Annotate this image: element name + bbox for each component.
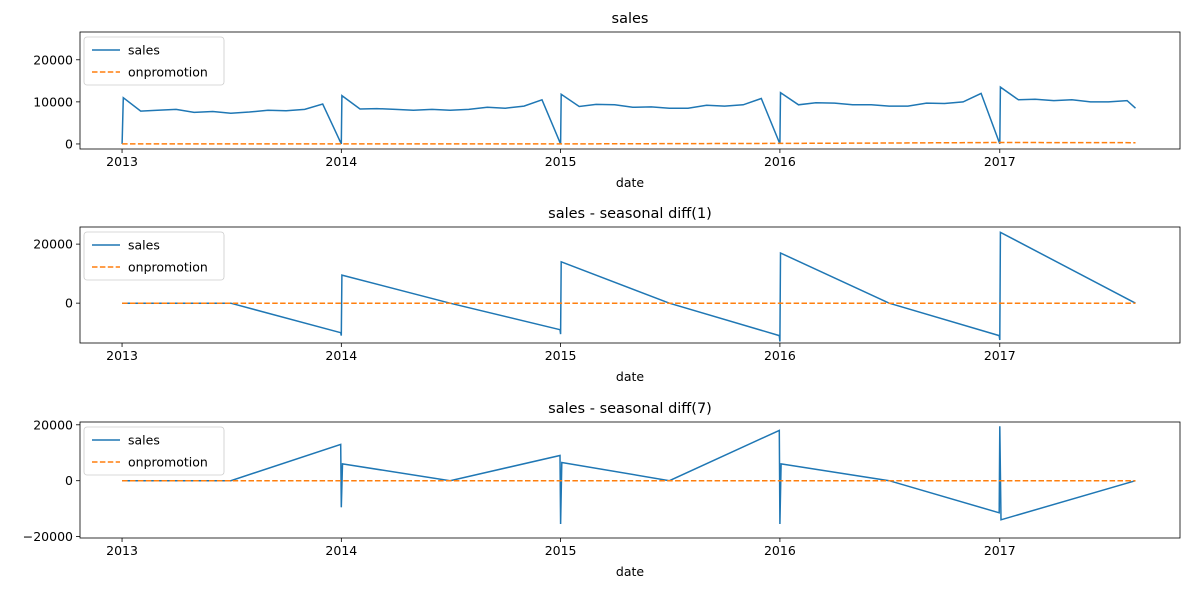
series-line-sales — [121, 85, 1137, 145]
y-tick-label: 0 — [65, 136, 73, 151]
chart-panel-2: sales - seasonal diff(1) 2013 2014 2015 2016… — [33, 206, 1181, 384]
x-tick-label: 2014 — [325, 154, 357, 169]
legend-box — [83, 426, 225, 476]
y-tick-label: 10000 — [33, 94, 73, 109]
x-tick-label: 2013 — [106, 348, 138, 363]
x-tick-label: 2016 — [764, 348, 796, 363]
legend-label: sales — [128, 238, 160, 253]
legend-box — [83, 36, 225, 86]
legend: sales onpromotion — [83, 36, 225, 86]
legend-label: onpromotion — [128, 65, 208, 80]
series-line-sales — [122, 231, 1136, 342]
legend-label: onpromotion — [128, 260, 208, 275]
chart-panel-1: sales 2013 2014 2015 2016 2017 0 10000 20000 date… — [33, 11, 1181, 190]
axes-frame — [79, 31, 1181, 150]
chart-panel-3: sales - seasonal diff(7) 2013 2014 2015 2016… — [23, 401, 1181, 579]
x-tick-label: 2015 — [545, 348, 577, 363]
x-tick-label: 2013 — [106, 154, 138, 169]
legend-label: sales — [128, 43, 160, 58]
chart-title: sales - seasonal diff(1) — [548, 206, 712, 222]
y-tick-label: 0 — [65, 296, 73, 311]
chart-title: sales - seasonal diff(7) — [548, 401, 712, 417]
legend: sales onpromotion — [83, 231, 225, 281]
x-axis-label: date — [616, 175, 644, 190]
legend-label: sales — [128, 433, 160, 448]
legend-label: onpromotion — [128, 455, 208, 470]
y-tick-label: 20000 — [33, 417, 73, 432]
x-tick-label: 2014 — [325, 348, 357, 363]
axes-frame — [79, 226, 1181, 344]
x-tick-label: 2017 — [984, 348, 1016, 363]
x-tick-label: 2016 — [764, 543, 796, 558]
x-tick-label: 2013 — [106, 543, 138, 558]
x-tick-label: 2015 — [545, 154, 577, 169]
x-tick-label: 2015 — [545, 543, 577, 558]
y-tick-label: 20000 — [33, 52, 73, 67]
x-tick-label: 2014 — [325, 543, 357, 558]
x-axis-label: date — [616, 369, 644, 384]
axes-frame — [79, 421, 1181, 539]
x-axis-label: date — [616, 564, 644, 579]
y-tick-label: 20000 — [33, 237, 73, 252]
series-line-onpromotion — [122, 141, 1136, 145]
x-tick-label: 2017 — [984, 154, 1016, 169]
x-tick-label: 2016 — [764, 154, 796, 169]
chart-title: sales — [612, 11, 649, 27]
series-line-sales — [122, 426, 1136, 525]
legend: sales onpromotion — [83, 426, 225, 476]
x-tick-label: 2017 — [984, 543, 1016, 558]
legend-box — [83, 231, 225, 281]
y-tick-label: −20000 — [23, 529, 73, 544]
y-tick-label: 0 — [65, 473, 73, 488]
